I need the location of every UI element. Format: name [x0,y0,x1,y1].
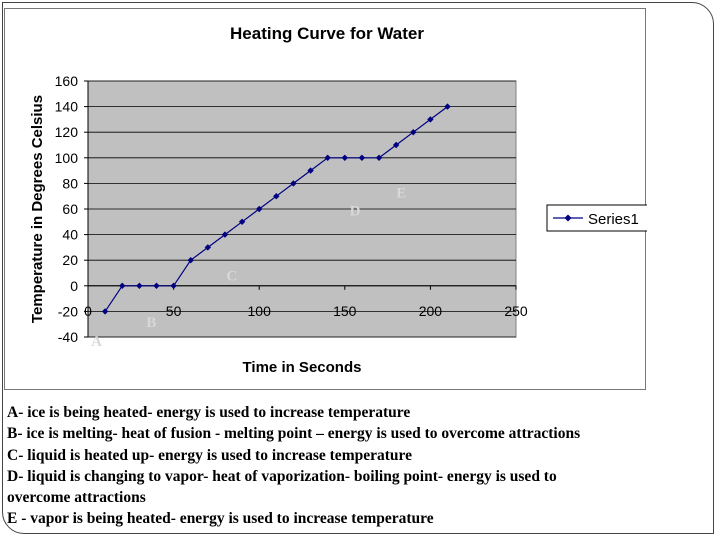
x-tick-label: 100 [248,303,272,319]
x-tick-label: 0 [84,303,92,319]
data-point [256,205,263,213]
note-line: B- ice is melting- heat of fusion - melt… [7,425,581,443]
note-line: overcome attractions [7,489,146,507]
data-point [444,103,451,110]
chart-container: -40 -20 0 20 40 60 80 100 120 140 160 0 50 100 150 200 2… [4,8,647,390]
annotation-label: A [91,334,102,350]
y-tick-label: 20 [62,252,78,268]
data-point [221,231,229,238]
data-point [101,308,109,315]
x-axis-label: Time in Seconds [243,359,362,376]
y-tick-label: 120 [55,124,79,140]
data-point [119,282,126,289]
data-point [392,141,400,149]
data-point [273,193,280,200]
note-line: E - vapor is being heated- energy is use… [7,510,434,528]
annotation-label: B [146,315,156,331]
data-point [410,129,417,136]
data-point [170,282,177,289]
annotation-label: C [226,269,237,285]
data-point [204,244,212,251]
y-tick-label: 140 [55,99,79,115]
y-tick-label: -40 [58,329,78,345]
data-point [307,167,314,174]
x-tick-label: 250 [504,303,528,319]
y-tick-label: 0 [70,278,78,294]
data-point [341,154,348,161]
y-tick-label: 100 [55,150,79,166]
x-tick-label: 50 [166,303,182,319]
x-tick-label: 200 [419,303,443,319]
data-point [358,154,366,161]
y-tick-label: 160 [55,73,79,89]
y-axis-label: Temperature in Degrees Celsius [29,95,46,323]
annotation-label: D [350,203,361,219]
data-point [427,116,434,123]
y-tick-label: 60 [62,201,78,217]
heating-curve-chart: -40 -20 0 20 40 60 80 100 120 140 160 0 50 100 150 200 2… [29,24,647,376]
note-line: C- liquid is heated up- energy is used t… [7,446,412,464]
phase-notes: A- ice is being heated- energy is used t… [7,402,707,530]
data-point [136,282,143,289]
y-tick-label: 40 [62,227,78,243]
legend-marker [564,214,572,222]
legend-label: Series1 [588,211,639,228]
note-line: D- liquid is changing to vapor- heat of … [7,467,557,485]
data-point [290,180,297,187]
note-line: A- ice is being heated- energy is used t… [7,404,411,421]
y-tick-label: 80 [62,175,78,191]
annotation-label: E [396,185,406,201]
y-tick-label: -20 [58,303,78,319]
data-point [187,257,194,264]
data-point [375,154,383,161]
data-point [153,282,160,289]
data-point [238,218,246,225]
slide-frame [2,2,714,534]
data-point [324,154,331,161]
chart-title: Heating Curve for Water [230,24,424,43]
x-tick-label: 150 [333,303,357,319]
